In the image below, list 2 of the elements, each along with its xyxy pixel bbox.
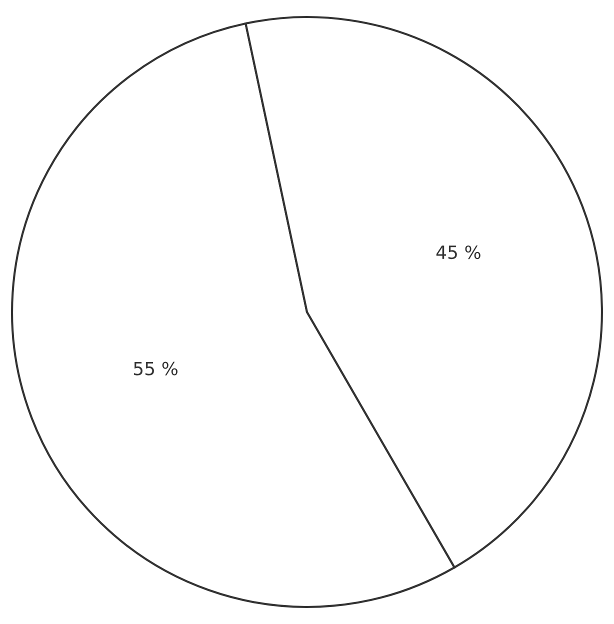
data-label: 55 %	[134, 362, 178, 376]
data-label: 45 %	[436, 245, 480, 260]
